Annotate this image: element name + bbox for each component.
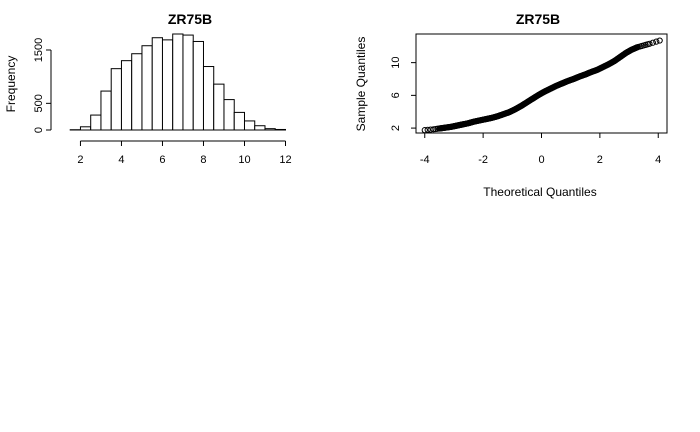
histogram-y-tick-label: 1500 [33, 38, 45, 62]
histogram-y-tick-label: 0 [33, 127, 45, 133]
histogram-x-tick-label: 6 [159, 154, 165, 166]
histogram-bar [213, 83, 225, 131]
histogram-x-tick-label: 2 [77, 154, 83, 166]
qq-point [653, 38, 660, 45]
qq-y-tick-label: 2 [390, 125, 402, 131]
histogram-bar [151, 37, 163, 131]
histogram-bar [79, 126, 92, 131]
qq-point [646, 40, 653, 47]
histogram-bar [141, 45, 153, 131]
histogram-x-axis: 2 4 6 8 10 12 [77, 140, 292, 166]
histogram-x-tick-label: 10 [238, 154, 250, 166]
histogram-y-axis: 0 500 1500 [33, 38, 52, 133]
histogram-bar [202, 66, 215, 131]
qq-x-tick-label: -2 [478, 154, 488, 166]
histogram-bar [110, 68, 122, 131]
histogram-bar [233, 111, 245, 131]
histogram-bar [120, 60, 133, 131]
histogram-x-tick-label: 8 [200, 154, 206, 166]
qq-point [424, 126, 431, 133]
histogram-bar [172, 33, 184, 131]
histogram-x-tick-label: 12 [279, 154, 291, 166]
qq-y-tick-label: 6 [390, 92, 402, 98]
qq-x-tick-label: 0 [538, 154, 544, 166]
histogram-y-tick-label: 500 [33, 94, 45, 112]
histogram-y-axis-label: Frequency [4, 56, 18, 113]
qq-plot-y-axis: 2 6 10 [390, 57, 417, 131]
histogram-bar [90, 114, 102, 131]
qq-y-tick-label: 10 [390, 57, 402, 69]
histogram-panel: ZR75B Frequency 2 4 6 8 10 12 0 500 1500 [4, 11, 292, 166]
histogram-bars [69, 33, 286, 131]
histogram-bar [264, 128, 276, 131]
qq-plot-panel: ZR75B Theoretical Quantiles Sample Quant… [354, 11, 668, 199]
qq-point [649, 39, 656, 46]
histogram-bar [161, 39, 174, 131]
histogram-bar [274, 128, 286, 131]
histogram-title: ZR75B [168, 11, 212, 27]
qq-point [656, 37, 663, 44]
qq-plot-x-axis: -4 -2 0 2 4 [420, 132, 661, 166]
histogram-bar [192, 40, 204, 131]
qq-plot-title: ZR75B [516, 11, 560, 27]
histogram-bar [243, 120, 256, 131]
histogram-bar [100, 90, 112, 131]
histogram-bar [223, 99, 235, 131]
qq-plot-x-axis-label: Theoretical Quantiles [483, 185, 596, 199]
histogram-x-tick-label: 4 [118, 154, 124, 166]
qq-x-tick-label: 2 [597, 154, 603, 166]
histogram-bar [131, 53, 143, 131]
qq-x-tick-label: 4 [655, 154, 661, 166]
qq-x-tick-label: -4 [420, 154, 430, 166]
histogram-bar [254, 125, 266, 131]
histogram-bar [182, 34, 194, 131]
qq-plot-y-axis-label: Sample Quantiles [354, 37, 368, 132]
qq-plot-points [421, 37, 663, 134]
